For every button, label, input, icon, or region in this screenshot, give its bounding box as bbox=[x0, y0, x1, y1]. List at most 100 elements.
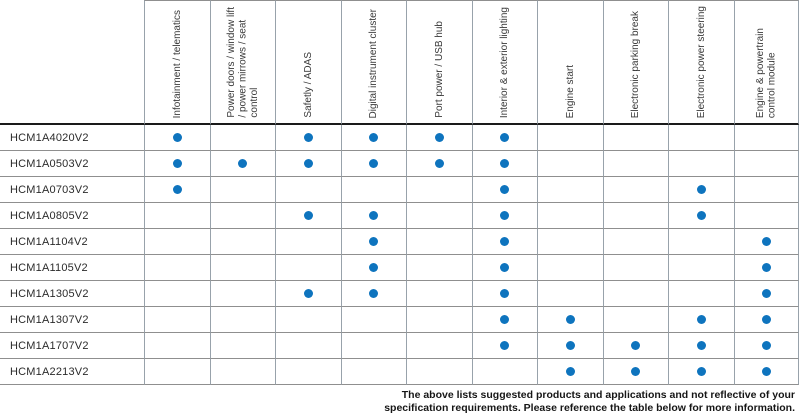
matrix-cell bbox=[602, 151, 668, 177]
footer-note: The above lists suggested products and a… bbox=[0, 389, 799, 414]
matrix-cell bbox=[340, 229, 406, 255]
table-corner-cell bbox=[0, 0, 144, 125]
application-dot-icon bbox=[761, 263, 771, 272]
matrix-cell bbox=[537, 203, 603, 229]
matrix-cell bbox=[668, 203, 734, 229]
application-dot-icon bbox=[761, 289, 771, 298]
matrix-cell bbox=[209, 281, 275, 307]
part-number: HCM1A1104V2 bbox=[10, 235, 88, 248]
part-number: HCM1A2213V2 bbox=[10, 365, 89, 378]
column-header-2: Power doors / window lift / power mirrow… bbox=[209, 0, 275, 125]
column-header-10: Engine & powertrain control module bbox=[733, 0, 799, 125]
matrix-cell bbox=[406, 281, 472, 307]
matrix-cell bbox=[733, 177, 799, 203]
application-dot-icon bbox=[500, 133, 510, 142]
column-header-7: Engine start bbox=[537, 0, 603, 125]
matrix-cell bbox=[537, 255, 603, 281]
column-header-1: Infotainment / telematics bbox=[144, 0, 210, 125]
column-header-label: Electronic parking break bbox=[630, 10, 641, 118]
part-number: HCM1A4020V2 bbox=[10, 131, 89, 144]
application-dot-icon bbox=[696, 341, 706, 350]
column-header-9: Electronic power steering bbox=[668, 0, 734, 125]
matrix-cell bbox=[668, 281, 734, 307]
application-dot-icon bbox=[696, 315, 706, 324]
matrix-cell bbox=[668, 125, 734, 151]
application-dot-icon bbox=[631, 341, 641, 350]
matrix-cell bbox=[144, 255, 210, 281]
matrix-cell bbox=[275, 333, 341, 359]
matrix-cell bbox=[340, 281, 406, 307]
row-label: HCM1A1104V2 bbox=[0, 229, 144, 255]
matrix-cell bbox=[340, 359, 406, 385]
application-dot-icon bbox=[500, 185, 510, 194]
application-dot-icon bbox=[303, 133, 313, 142]
matrix-cell bbox=[471, 177, 537, 203]
matrix-cell bbox=[406, 177, 472, 203]
row-label: HCM1A0503V2 bbox=[0, 151, 144, 177]
matrix-cell bbox=[340, 203, 406, 229]
matrix-cell bbox=[471, 125, 537, 151]
part-number: HCM1A0503V2 bbox=[10, 157, 89, 170]
application-dot-icon bbox=[500, 237, 510, 246]
column-header-label: Power doors / window lift / power mirrow… bbox=[225, 7, 260, 118]
column-header-8: Electronic parking break bbox=[602, 0, 668, 125]
column-header-label: Electronic power steering bbox=[695, 5, 707, 118]
matrix-cell bbox=[275, 229, 341, 255]
matrix-cell bbox=[406, 255, 472, 281]
column-header-6: Interior & exterior lighting bbox=[471, 0, 537, 125]
application-dot-icon bbox=[369, 237, 379, 246]
matrix-cell bbox=[209, 151, 275, 177]
matrix-cell bbox=[340, 177, 406, 203]
matrix-cell bbox=[275, 125, 341, 151]
matrix-cell bbox=[602, 203, 668, 229]
matrix-cell bbox=[209, 229, 275, 255]
application-dot-icon bbox=[696, 185, 706, 194]
application-dot-icon bbox=[500, 289, 510, 298]
matrix-cell bbox=[340, 151, 406, 177]
matrix-cell bbox=[537, 229, 603, 255]
footer-note-line1: The above lists suggested products and a… bbox=[401, 389, 795, 401]
application-dot-icon bbox=[696, 367, 706, 376]
matrix-cell bbox=[275, 203, 341, 229]
row-label: HCM1A1105V2 bbox=[0, 255, 144, 281]
matrix-cell bbox=[144, 229, 210, 255]
matrix-cell bbox=[668, 151, 734, 177]
application-dot-icon bbox=[761, 341, 771, 350]
matrix-cell bbox=[144, 359, 210, 385]
application-dot-icon bbox=[500, 315, 510, 324]
part-number: HCM1A1707V2 bbox=[10, 339, 89, 352]
matrix-cell bbox=[668, 255, 734, 281]
part-number: HCM1A1105V2 bbox=[10, 261, 88, 274]
part-number: HCM1A1305V2 bbox=[10, 287, 89, 300]
matrix-cell bbox=[209, 255, 275, 281]
application-dot-icon bbox=[369, 211, 379, 220]
application-dot-icon bbox=[761, 367, 771, 376]
matrix-cell bbox=[537, 307, 603, 333]
matrix-cell bbox=[471, 333, 537, 359]
matrix-cell bbox=[471, 229, 537, 255]
matrix-cell bbox=[733, 359, 799, 385]
matrix-cell bbox=[144, 203, 210, 229]
row-label: HCM1A0703V2 bbox=[0, 177, 144, 203]
matrix-cell bbox=[471, 203, 537, 229]
matrix-cell bbox=[340, 255, 406, 281]
matrix-cell bbox=[602, 281, 668, 307]
matrix-cell bbox=[209, 359, 275, 385]
matrix-cell bbox=[668, 307, 734, 333]
application-dot-icon bbox=[761, 315, 771, 324]
matrix-cell bbox=[144, 125, 210, 151]
matrix-cell bbox=[733, 203, 799, 229]
row-label: HCM1A1307V2 bbox=[0, 307, 144, 333]
matrix-cell bbox=[537, 281, 603, 307]
matrix-cell bbox=[733, 281, 799, 307]
column-header-label: Interior & exterior lighting bbox=[499, 6, 510, 118]
part-number: HCM1A1307V2 bbox=[10, 313, 89, 326]
matrix-cell bbox=[733, 255, 799, 281]
application-dot-icon bbox=[565, 315, 575, 324]
matrix-cell bbox=[144, 151, 210, 177]
matrix-cell bbox=[275, 281, 341, 307]
matrix-cell bbox=[275, 177, 341, 203]
matrix-cell bbox=[406, 307, 472, 333]
part-number: HCM1A0703V2 bbox=[10, 183, 89, 196]
matrix-cell bbox=[209, 177, 275, 203]
